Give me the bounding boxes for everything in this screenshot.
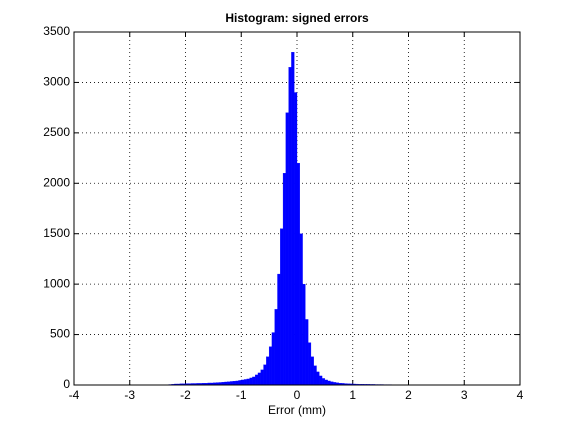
bar — [302, 283, 306, 386]
x-tick-label: -2 — [180, 388, 191, 402]
bar — [238, 380, 242, 386]
x-tick-label: 2 — [405, 388, 412, 402]
bar — [235, 380, 239, 386]
bar — [252, 376, 256, 386]
bar — [291, 52, 295, 386]
y-tick-label: 2000 — [43, 175, 70, 189]
y-tick-label: 500 — [50, 327, 70, 341]
x-tick-label: 4 — [517, 388, 524, 402]
bar — [288, 67, 292, 386]
bar — [294, 92, 298, 386]
bar — [271, 332, 275, 386]
chart-title: Histogram: signed errors — [225, 11, 369, 25]
bar — [260, 369, 264, 386]
bar — [266, 356, 270, 386]
y-tick-label: 0 — [63, 377, 70, 391]
bar — [310, 356, 314, 386]
bar — [282, 173, 286, 386]
bar — [246, 378, 250, 386]
plot-frame — [73, 31, 521, 386]
bar — [257, 372, 261, 386]
x-tick-label: -4 — [69, 388, 80, 402]
x-tick-label: -3 — [124, 388, 135, 402]
y-tick-label: 3000 — [43, 75, 70, 89]
x-tick-label: -1 — [236, 388, 247, 402]
bar — [327, 380, 331, 386]
bar — [313, 365, 317, 386]
x-tick-label: 1 — [349, 388, 356, 402]
bar — [263, 364, 267, 386]
bar — [268, 346, 273, 386]
y-tick-label: 1000 — [43, 276, 70, 290]
y-tick-label: 3500 — [43, 24, 70, 38]
bar — [319, 375, 323, 386]
bar — [277, 273, 281, 386]
bar — [243, 379, 247, 386]
bar — [255, 374, 259, 386]
bar — [285, 112, 289, 386]
bar — [307, 342, 312, 386]
bar — [305, 319, 309, 386]
bar — [316, 371, 320, 386]
bar — [232, 381, 236, 386]
bar — [324, 379, 328, 386]
bar — [321, 378, 326, 386]
bar — [274, 309, 278, 386]
bar — [296, 162, 300, 386]
y-tick-label: 2500 — [43, 125, 70, 139]
bar — [280, 228, 284, 386]
x-axis-label: Error (mm) — [268, 403, 326, 417]
x-tick-label: 3 — [461, 388, 468, 402]
y-tick-label: 1500 — [43, 226, 70, 240]
bar — [229, 381, 234, 386]
bar — [241, 379, 245, 386]
bar — [249, 377, 253, 386]
x-tick-label: 0 — [294, 388, 301, 402]
bar — [299, 233, 303, 386]
